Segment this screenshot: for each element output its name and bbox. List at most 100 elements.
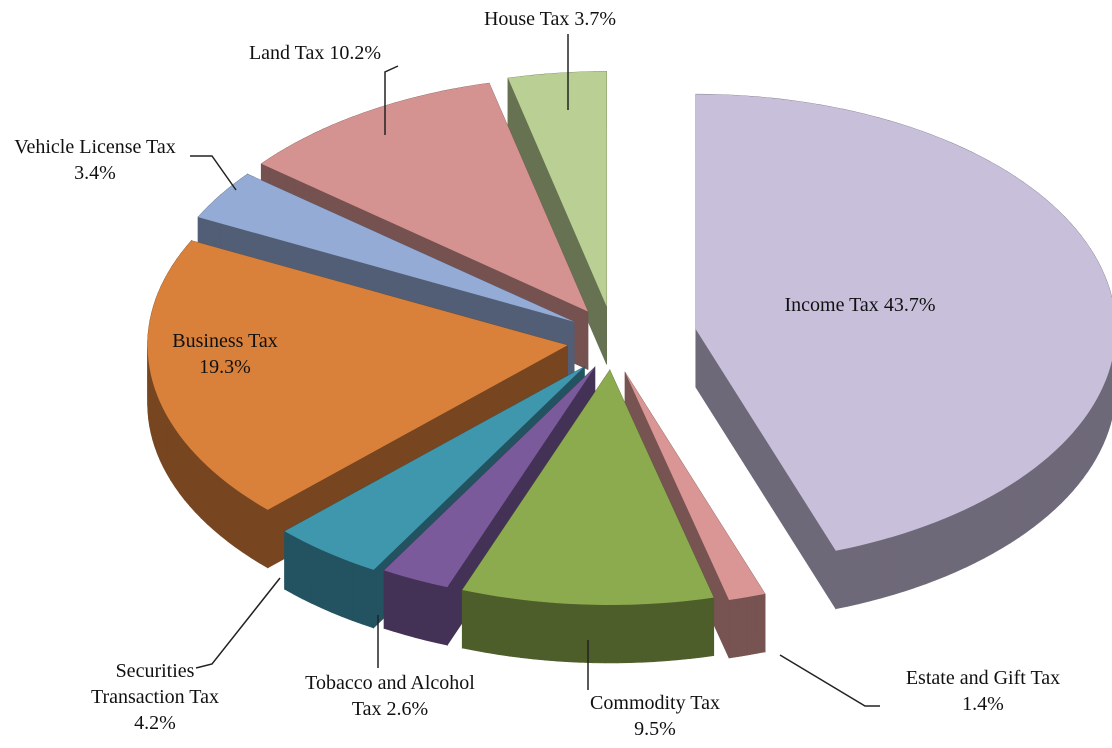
- slice-side: [194, 453, 202, 519]
- value-label: 10.2%: [329, 42, 382, 64]
- slice-side: [207, 465, 215, 531]
- slice-side: [189, 447, 196, 513]
- value-label: 2.6%: [386, 698, 429, 720]
- slice-side: [152, 381, 156, 447]
- slice-side: [258, 504, 269, 569]
- slice-side: [617, 604, 630, 664]
- slice-side: [701, 597, 715, 658]
- slice-side: [532, 600, 545, 661]
- slice-side: [592, 604, 606, 664]
- slice-side: [220, 477, 229, 543]
- slice-side: [1108, 366, 1111, 432]
- leader-line: [195, 577, 281, 669]
- slice-side: [496, 595, 510, 657]
- slice-top: [384, 367, 595, 588]
- category-label: Estate and Gift Tax: [905, 667, 1061, 689]
- slice-side: [157, 395, 161, 461]
- slice-side: [242, 493, 252, 559]
- slice-top: [695, 94, 1112, 551]
- value-label: 9.5%: [634, 718, 676, 740]
- slice-side: [881, 536, 894, 599]
- slice-side: [174, 427, 180, 495]
- slice-side: [858, 542, 871, 605]
- slice-label: Income Tax 43.7%: [740, 292, 980, 318]
- slice-label: House Tax 3.7%: [440, 6, 660, 32]
- slice-top: [625, 372, 766, 600]
- slice-side: [1105, 372, 1109, 439]
- slice-side: [641, 603, 655, 663]
- slice-side: [1082, 412, 1089, 479]
- value-label: 19.3%: [199, 356, 251, 378]
- slice-side: [1001, 484, 1011, 549]
- category-label: Vehicle License Tax: [14, 136, 176, 158]
- slice-side: [983, 494, 994, 559]
- slice-side: [903, 529, 916, 592]
- slice-side: [580, 604, 594, 664]
- category-label: Securities Transaction Tax: [90, 660, 220, 708]
- slice-side: [604, 604, 618, 664]
- slice-top: [507, 71, 607, 307]
- slice-side: [1087, 405, 1093, 473]
- slice-side: [1091, 399, 1097, 466]
- slice-side: [1018, 473, 1027, 539]
- slice-side: [1054, 444, 1062, 510]
- slice-side: [925, 521, 937, 585]
- slice-label: Vehicle License Tax 3.4%: [5, 134, 185, 186]
- slice-side: [1066, 431, 1074, 498]
- slice-side: [677, 600, 691, 661]
- leader-line: [384, 65, 399, 135]
- slice-side: [341, 558, 353, 621]
- slice-label: Securities Transaction Tax 4.2%: [75, 658, 235, 736]
- slice-side: [170, 421, 176, 488]
- slice-side: [520, 599, 533, 660]
- slice-side: [179, 434, 185, 501]
- value-label: 1.4%: [962, 693, 1004, 715]
- slice-side: [166, 414, 172, 482]
- category-label: Tobacco and Alcohol Tax: [305, 672, 475, 720]
- category-label: Business Tax: [172, 330, 278, 352]
- slice-side: [184, 440, 190, 507]
- slice-side: [974, 499, 985, 564]
- slice-side: [200, 459, 208, 525]
- slice-side: [965, 504, 976, 568]
- slice-side: [1072, 425, 1079, 492]
- slice-side: [544, 601, 557, 662]
- slice-side: [154, 388, 158, 454]
- slice-side: [250, 499, 260, 564]
- category-label: Commodity Tax: [590, 692, 720, 714]
- slice-label: Tobacco and Alcohol Tax 2.6%: [300, 670, 480, 722]
- category-label: Land Tax: [248, 42, 325, 64]
- value-label: 43.7%: [883, 294, 936, 316]
- category-label: Income Tax: [784, 294, 879, 316]
- slice-side: [556, 602, 570, 663]
- slice-side: [227, 482, 236, 548]
- slice-side: [213, 471, 221, 537]
- value-label: 3.7%: [574, 8, 617, 30]
- slice-top: [284, 366, 585, 570]
- slice: [507, 71, 607, 365]
- value-label: 4.2%: [134, 712, 176, 734]
- slice-label: Business Tax 19.3%: [130, 328, 320, 380]
- slice-side: [992, 489, 1003, 554]
- slice-side: [746, 595, 757, 656]
- leader-line: [190, 155, 237, 191]
- slice-side: [331, 553, 343, 617]
- value-label: 3.4%: [74, 162, 116, 184]
- slice: [147, 239, 568, 569]
- slice-side: [629, 603, 643, 664]
- slice-side: [1040, 456, 1049, 522]
- slice-side: [695, 328, 837, 610]
- slice-top: [261, 83, 588, 312]
- leader-line: [779, 654, 880, 707]
- slice-side: [163, 408, 168, 474]
- slice-side: [1102, 379, 1107, 445]
- slice: [461, 368, 715, 664]
- slice-side: [955, 508, 966, 573]
- slice-side: [892, 532, 905, 596]
- slice-side: [737, 596, 748, 657]
- slice-side: [1010, 479, 1019, 544]
- slice-side: [362, 565, 374, 629]
- slice-side: [847, 545, 860, 607]
